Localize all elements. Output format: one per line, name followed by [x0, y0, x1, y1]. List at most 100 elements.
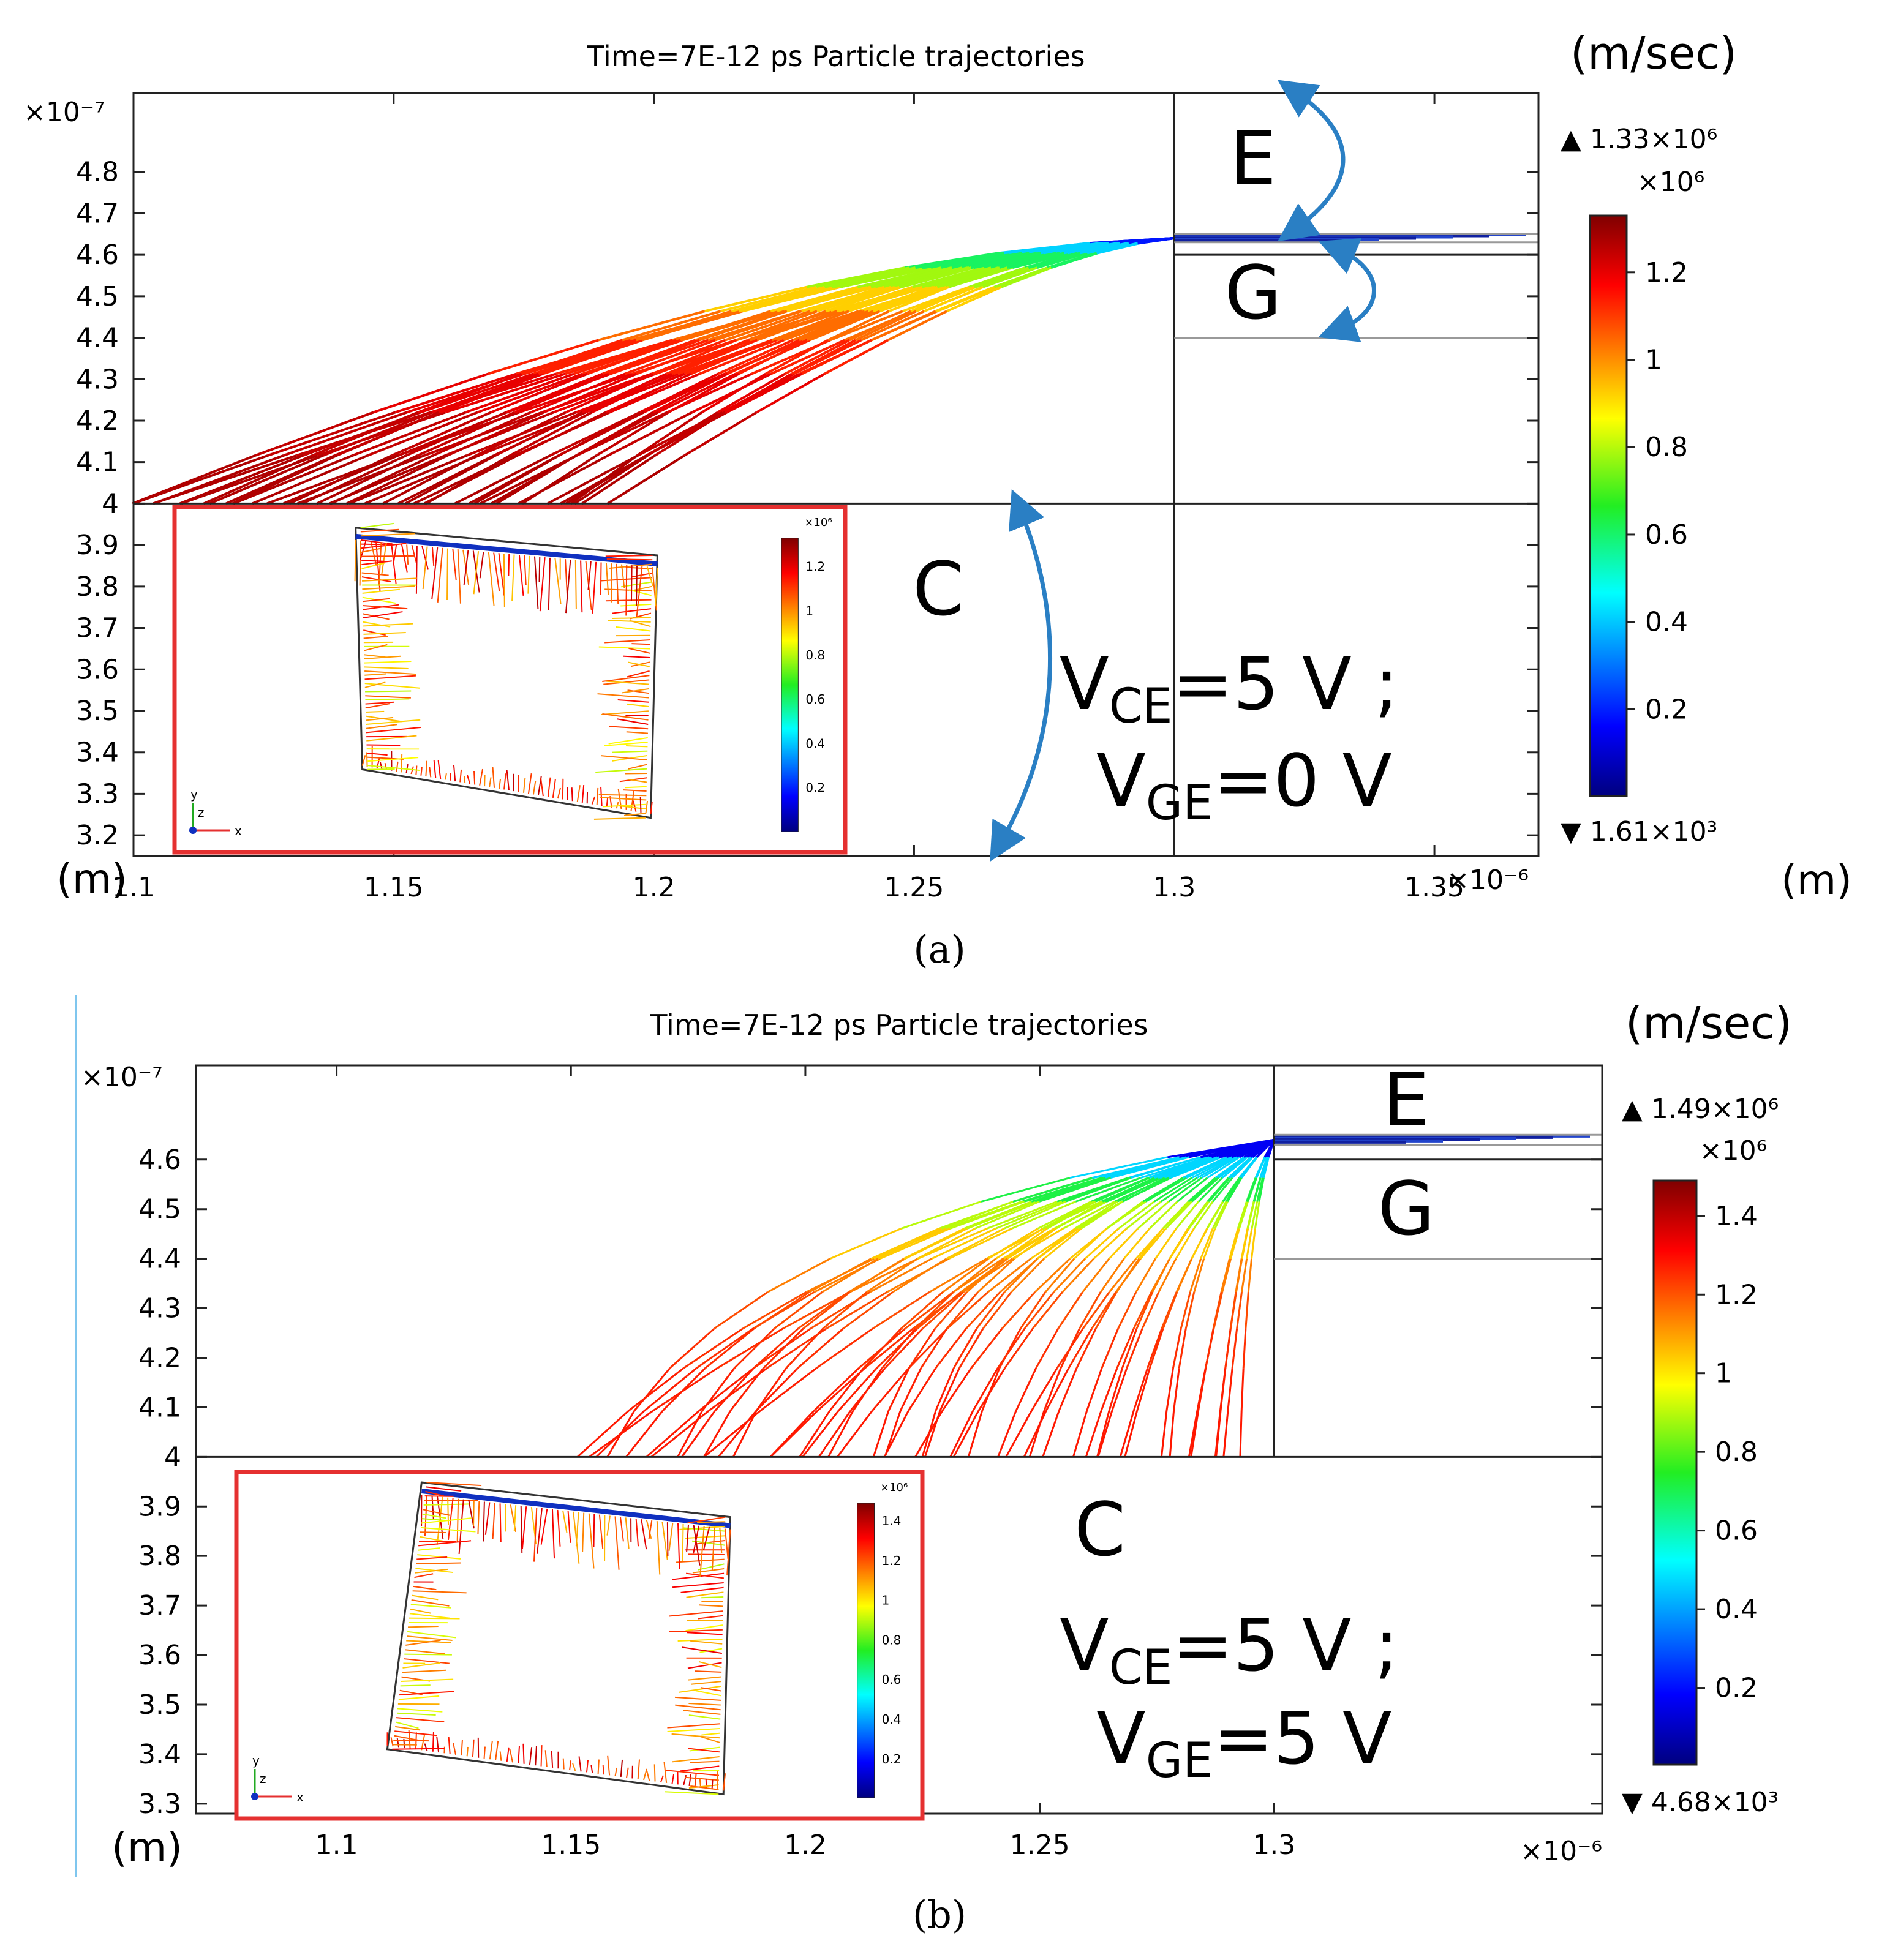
- trajectory-segment: [1251, 1228, 1256, 1259]
- trajectory-segment: [1117, 1291, 1137, 1329]
- trajectory-segment: [1060, 1327, 1081, 1369]
- inset-hair: [646, 1768, 650, 1781]
- trajectory-segment: [628, 1367, 685, 1412]
- inset-hair: [407, 1635, 453, 1641]
- inset-hair: [608, 620, 651, 623]
- trajectory-segment: [446, 411, 545, 457]
- trajectory-segment: [917, 1228, 988, 1260]
- inset-hair: [393, 1740, 429, 1742]
- inset-hair: [381, 543, 387, 576]
- trajectory-segment: [1023, 1291, 1055, 1329]
- trajectory-segment: [849, 310, 912, 342]
- trajectory-segment: [1102, 1177, 1155, 1203]
- trajectory-segment: [732, 1410, 758, 1457]
- trajectory-segment: [505, 372, 603, 414]
- trajectory-segment: [1123, 1228, 1151, 1260]
- x-tick-label: 1.15: [364, 872, 424, 903]
- inset-hair: [602, 1765, 604, 1775]
- trajectory-segment: [699, 339, 785, 375]
- inset-hair: [524, 555, 527, 585]
- trajectory-segment: [1118, 1201, 1155, 1230]
- inset-hair: [361, 539, 394, 545]
- colorbar-min: ▼ 1.61×10³: [1561, 816, 1717, 847]
- inset-hair: [607, 1755, 611, 1776]
- inset-colorbar-tick: 1: [805, 604, 813, 618]
- inset-hair: [627, 689, 649, 694]
- y-tick-label: 3.3: [138, 1789, 181, 1820]
- inset-hair: [431, 547, 435, 566]
- y-tick-label: 3.8: [138, 1541, 181, 1572]
- trajectory-segment: [283, 411, 408, 457]
- trajectory-segment: [1214, 1156, 1245, 1179]
- inset-hair: [511, 554, 515, 601]
- inset-hair: [604, 639, 650, 644]
- chart-title: Time=7E-12 ps Particle trajectories: [649, 1008, 1148, 1042]
- trajectory-segment: [878, 1228, 943, 1260]
- trajectories: [576, 1134, 1590, 1458]
- inset-hair: [412, 1594, 439, 1601]
- inset-hair: [619, 805, 646, 810]
- region-labels: EG C: [913, 116, 1281, 633]
- trajectory-segment: [643, 372, 726, 414]
- trajectory-segment: [1099, 1258, 1125, 1293]
- trajectory-segment: [903, 1228, 965, 1260]
- inset-hair: [672, 1572, 725, 1580]
- trajectory-segment: [1024, 1177, 1104, 1203]
- x-tick-label: 1.35: [1404, 872, 1464, 903]
- trajectory-segment: [652, 372, 728, 414]
- inset-hair: [424, 1743, 428, 1751]
- trajectory-segment: [883, 266, 963, 288]
- trajectory-segment: [1245, 1177, 1257, 1202]
- inset-hair: [456, 1498, 459, 1542]
- colorbar-scale: [1652, 1179, 1698, 1766]
- trajectory-segment: [1214, 1411, 1221, 1457]
- trajectory-segment: [254, 411, 374, 457]
- inset-hair: [411, 1599, 450, 1607]
- colorbar-tick-label: 0.4: [1645, 607, 1688, 638]
- inset-hair: [362, 598, 390, 603]
- colorbar-tick-label: 1: [1645, 345, 1662, 376]
- trajectory-segment: [951, 252, 1030, 269]
- inset-hair: [364, 661, 412, 664]
- trajectory-segment: [574, 454, 649, 505]
- inset-hair: [361, 755, 366, 766]
- region-label-g: G: [1225, 251, 1282, 336]
- voltage-annotation-line: VGE=0 V: [1096, 738, 1392, 831]
- inset-axis-label-y: y: [252, 1753, 260, 1768]
- inset-hair: [473, 770, 476, 785]
- trajectory-segment: [1004, 1327, 1034, 1369]
- trajectory: [570, 237, 1175, 505]
- inset-hair: [394, 1735, 420, 1741]
- trajectory-segment: [1245, 1291, 1249, 1329]
- trajectory-segment: [1136, 1367, 1151, 1411]
- inset-hair: [522, 1743, 525, 1764]
- trajectory-segment: [829, 1228, 902, 1260]
- inset-hair: [361, 547, 381, 553]
- trajectory-segment: [837, 1410, 873, 1458]
- inset-hair: [361, 560, 386, 562]
- inset-hair: [484, 775, 486, 787]
- trajectory-segment: [714, 1291, 769, 1329]
- inset-hair: [518, 1746, 520, 1763]
- trajectory-segment: [871, 310, 936, 342]
- inset-hair: [539, 557, 546, 612]
- trajectory-segment: [952, 1258, 996, 1293]
- trajectory-segment: [966, 1258, 1005, 1293]
- trajectory-segment: [872, 1410, 890, 1457]
- trajectory: [607, 237, 1175, 505]
- trajectory-segment: [1096, 1410, 1110, 1457]
- trajectory-segment: [1207, 1156, 1240, 1179]
- trajectory-segment: [1212, 1291, 1222, 1329]
- inset-hair: [668, 1522, 674, 1551]
- trajectory-segment: [1238, 1201, 1249, 1229]
- inset-hair: [473, 1500, 475, 1526]
- inset-hair: [495, 1740, 499, 1760]
- inset-hair: [410, 1608, 431, 1614]
- inset-hair: [513, 1505, 517, 1531]
- inset-3d-view: ×10⁶ 0.2 0.4 0.6 0.8 1 1.2 1.4 yz x: [234, 1470, 925, 1821]
- trajectory-segment: [1187, 1201, 1208, 1230]
- inset-hair: [405, 1649, 445, 1655]
- inset-axis-label-z: z: [260, 1771, 266, 1786]
- x-exponent: ×10⁻⁶: [1520, 1836, 1602, 1867]
- y-tick-label: 3.7: [138, 1590, 181, 1621]
